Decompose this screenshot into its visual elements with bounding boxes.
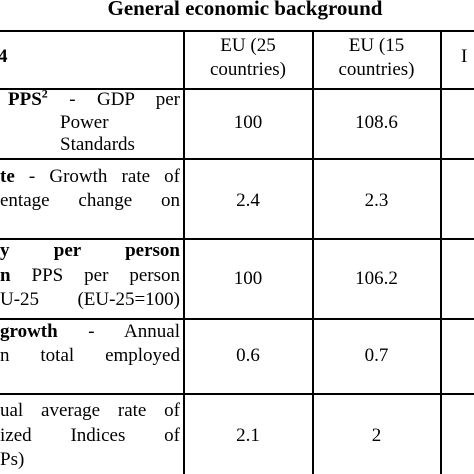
label-text: Ps) (0, 449, 25, 470)
cell: 2.4 (236, 190, 260, 211)
label-bold: PPS (8, 89, 42, 110)
cell: 0.7 (364, 345, 389, 366)
cell: 100 (233, 112, 263, 133)
cell: 108.6 (355, 112, 398, 133)
label-bold: growth (0, 321, 58, 342)
header-cell: countries) (210, 59, 286, 80)
header-cell: countries) (338, 59, 415, 80)
rule (312, 30, 314, 474)
label-bold: te (0, 166, 15, 187)
row-label: te - Growth rate of (0, 166, 180, 188)
row-label: n PPS per person (0, 265, 180, 287)
label-text: n total employed (0, 345, 180, 366)
cell: 100 (233, 268, 263, 289)
label-text: ized Indices of (0, 425, 180, 446)
header-cell: 4 (0, 46, 8, 67)
rule (0, 158, 474, 160)
row-label: entage change on (0, 190, 180, 212)
label-text: - GDP per (69, 89, 180, 110)
header-cell: EU (15 (348, 35, 405, 56)
row-label: n total employed (0, 345, 180, 367)
label-text: - Growth rate of (28, 166, 180, 187)
header-cell: EU (25 (220, 35, 276, 56)
cell: 2 (371, 425, 382, 446)
row-label: PPS2 - GDP per (8, 86, 180, 111)
row-label: U-25 (EU-25=100) (0, 289, 180, 311)
label-sup: 2 (41, 86, 48, 101)
label-text: entage change on (0, 190, 180, 211)
cell: 2.1 (236, 425, 260, 446)
label-text: ual average rate of (0, 400, 180, 421)
row-label: ized Indices of (0, 425, 180, 447)
label-text: PPS per person (31, 265, 180, 286)
label-text: U-25 (EU-25=100) (0, 289, 180, 310)
label-bold: y per person (0, 240, 180, 261)
label-text: Power Standards (60, 112, 135, 155)
cell: 0.6 (236, 345, 260, 366)
header-cell: I (461, 46, 468, 67)
cell: 2.3 (364, 190, 389, 211)
row-label: y per person (0, 240, 180, 262)
rule (0, 318, 474, 320)
rule (440, 30, 442, 474)
row-label: Ps) (0, 449, 24, 471)
row-label: Power Standards (60, 112, 180, 156)
rule (0, 238, 474, 240)
table-title: General economic background (107, 0, 383, 20)
cell: 106.2 (355, 268, 398, 289)
rule (0, 88, 474, 90)
label-bold: n (0, 265, 11, 286)
row-label: growth - Annual (0, 321, 180, 343)
rule (183, 30, 185, 474)
row-label: ual average rate of (0, 400, 180, 422)
rule (0, 393, 474, 395)
label-text: - Annual (88, 321, 180, 342)
rule (0, 30, 474, 32)
